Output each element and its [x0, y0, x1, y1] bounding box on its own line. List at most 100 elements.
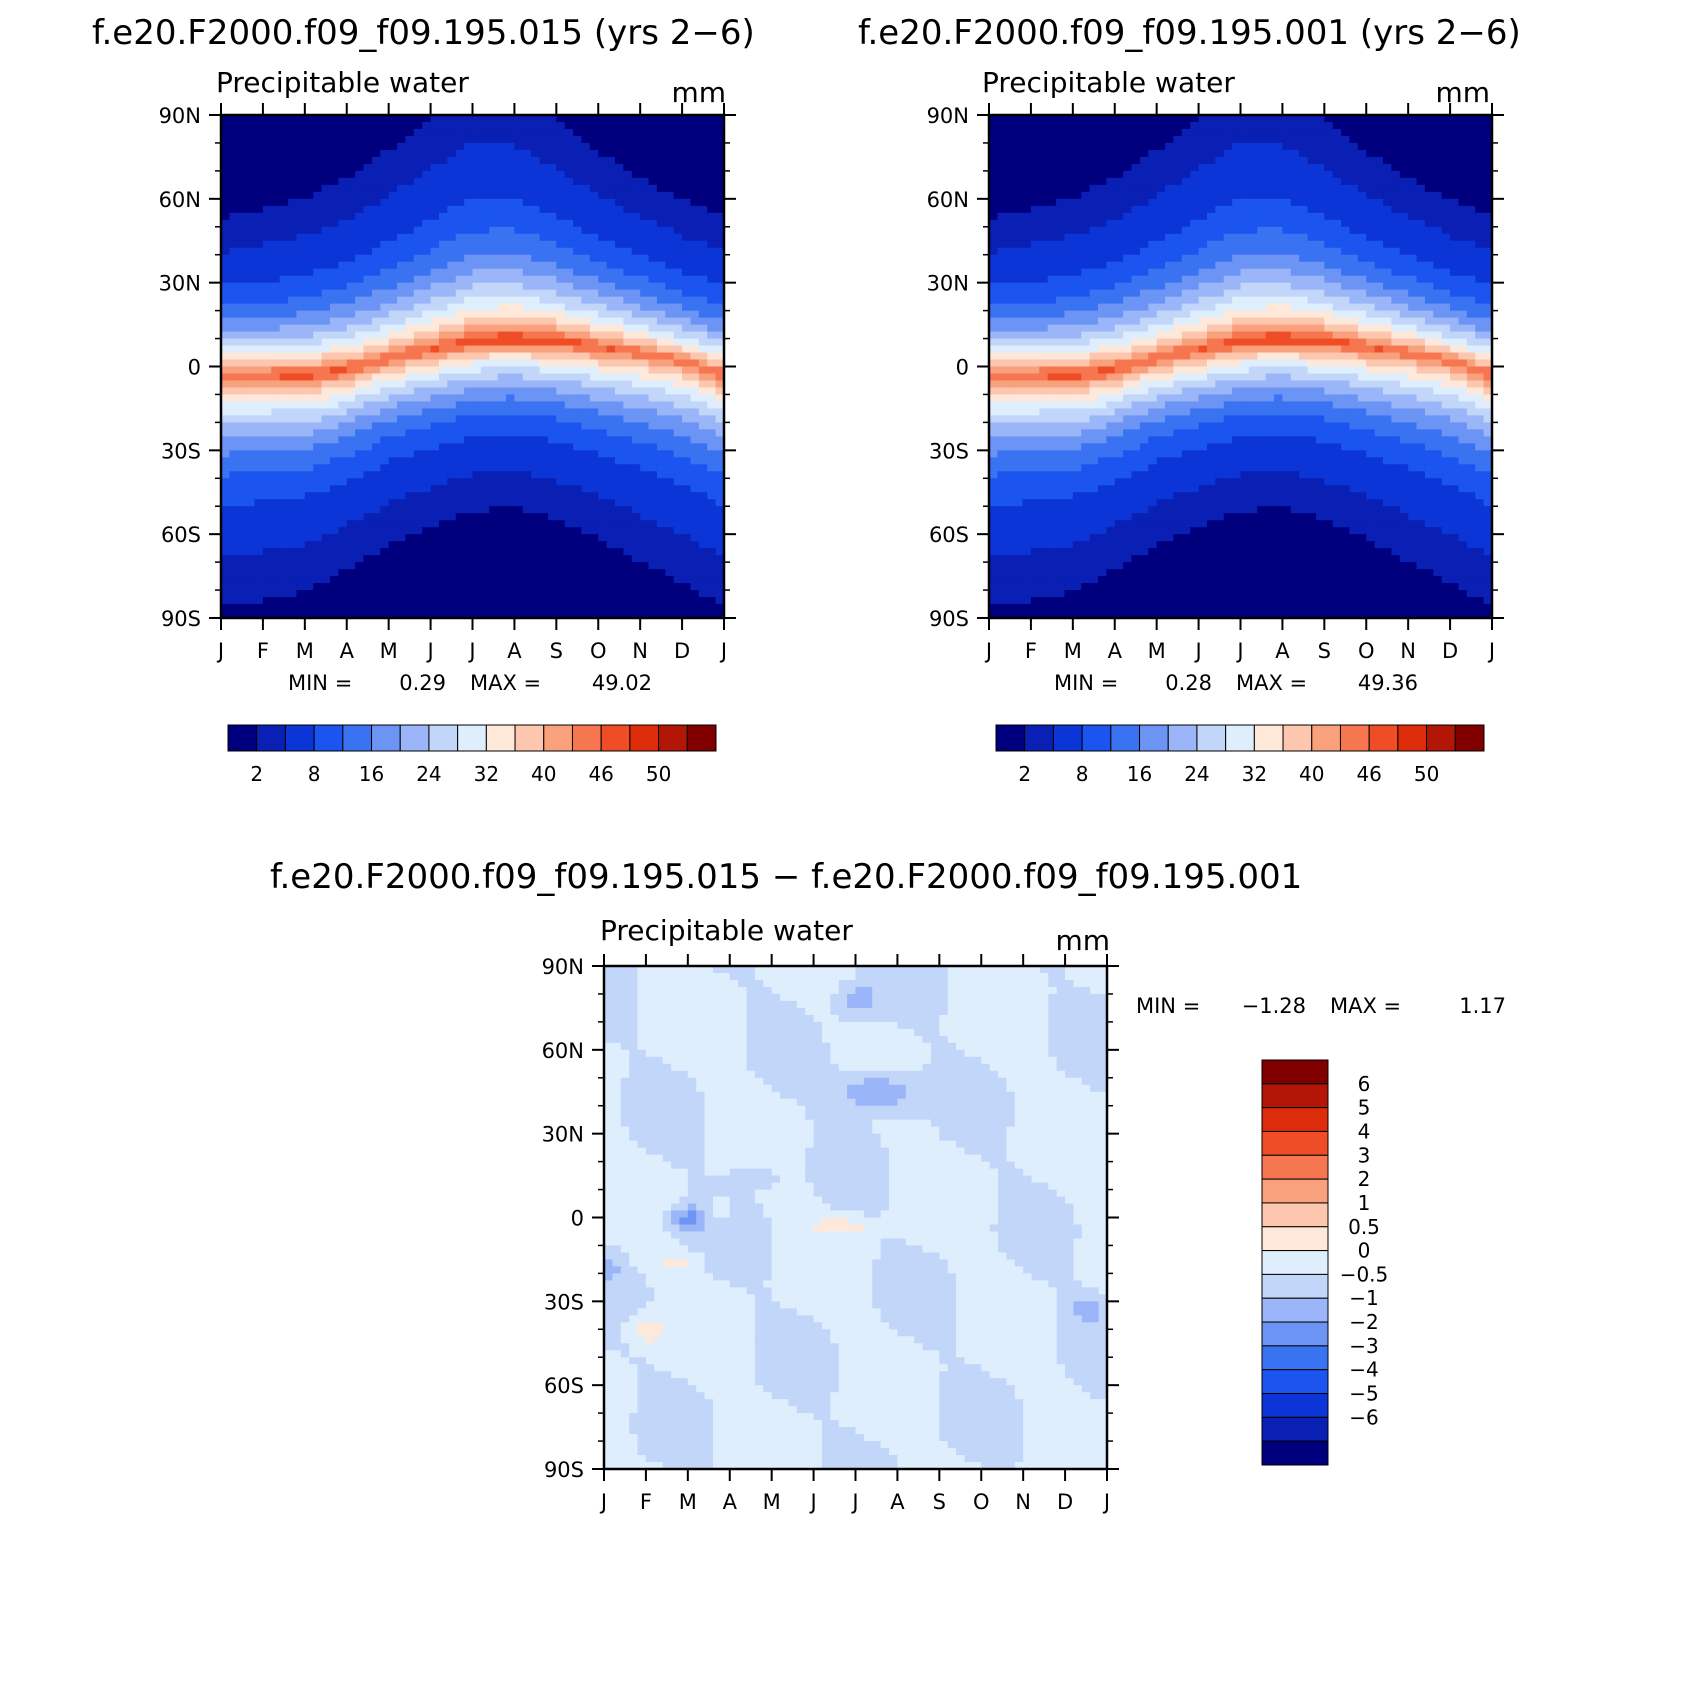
contour-cell [346, 135, 356, 144]
contour-cell [547, 401, 557, 410]
contour-cell [455, 541, 465, 549]
contour-cell [640, 282, 650, 291]
contour-cell [1030, 135, 1040, 144]
contour-cell [254, 394, 264, 403]
contour-cell [321, 569, 331, 577]
contour-cell [346, 282, 356, 291]
contour-cell [221, 401, 230, 410]
contour-cell [1014, 380, 1024, 389]
contour-cell [262, 380, 272, 389]
contour-cell [539, 373, 549, 382]
contour-cell [472, 366, 482, 375]
contour-cell [321, 541, 331, 549]
contour-cell [615, 310, 624, 319]
contour-cell [698, 387, 708, 396]
contour-cell [489, 387, 499, 396]
contour-cell [221, 485, 230, 493]
contour-cell [388, 212, 398, 221]
contour-cell [640, 380, 650, 389]
contour-cell [631, 422, 641, 430]
contour-cell [380, 240, 390, 249]
contour-cell [606, 170, 616, 179]
contour-cell [489, 597, 499, 605]
contour-cell [1005, 429, 1015, 437]
contour-cell [321, 184, 331, 193]
contour-cell [279, 345, 289, 354]
contour-cell [271, 478, 281, 486]
contour-cell [606, 485, 616, 493]
contour-cell [388, 289, 398, 298]
contour-cell [262, 583, 272, 591]
contour-cell [631, 149, 641, 158]
contour-cell [547, 429, 557, 437]
contour-cell [989, 450, 998, 458]
contour-cell [413, 415, 423, 423]
contour-cell [698, 373, 708, 382]
contour-cell [288, 394, 298, 403]
contour-cell [682, 115, 692, 123]
contour-cell [472, 471, 482, 479]
contour-cell [698, 366, 708, 375]
contour-cell [279, 436, 289, 444]
contour-cell [254, 310, 264, 319]
contour-cell [464, 338, 474, 347]
contour-cell [254, 583, 264, 591]
contour-cell [1005, 212, 1015, 221]
contour-cell [573, 156, 583, 165]
contour-cell [338, 394, 348, 403]
contour-cell [438, 492, 448, 500]
contour-cell [556, 478, 566, 486]
contour-cell [514, 429, 524, 437]
contour-cell [522, 212, 532, 221]
contour-cell [698, 604, 708, 612]
contour-cell [288, 226, 298, 235]
contour-cell [237, 520, 247, 528]
contour-cell [430, 254, 440, 263]
contour-cell [1014, 485, 1024, 493]
contour-cell [514, 177, 524, 186]
contour-cell [338, 492, 348, 500]
contour-cell [615, 366, 624, 375]
contour-cell [547, 142, 557, 151]
contour-cell [497, 604, 507, 612]
contour-cell [422, 471, 432, 479]
contour-cell [606, 219, 616, 228]
contour-cell [1039, 177, 1049, 186]
contour-cell [321, 443, 331, 451]
contour-cell [455, 555, 465, 563]
contour-cell [1039, 331, 1049, 340]
contour-cell [1030, 408, 1040, 417]
contour-cell [430, 457, 440, 465]
contour-cell [321, 331, 331, 340]
contour-cell [581, 345, 591, 354]
contour-cell [698, 492, 708, 500]
contour-cell [640, 415, 650, 423]
contour-cell [648, 429, 658, 437]
contour-cell [506, 254, 516, 263]
contour-cell [547, 520, 557, 528]
contour-cell [673, 115, 683, 123]
contour-cell [707, 415, 717, 423]
contour-cell [522, 282, 532, 291]
contour-cell [715, 352, 725, 361]
contour-cell [464, 317, 474, 326]
contour-cell [296, 443, 306, 451]
contour-cell [397, 590, 407, 598]
contour-cell [246, 527, 256, 535]
contour-cell [573, 212, 583, 221]
contour-cell [355, 191, 365, 200]
contour-cell [455, 212, 465, 221]
contour-cell [438, 408, 448, 417]
contour-cell [371, 590, 381, 598]
contour-cell [254, 569, 264, 577]
contour-cell [997, 205, 1007, 214]
contour-cell [1030, 492, 1040, 500]
contour-cell [665, 401, 675, 410]
contour-cell [405, 611, 415, 619]
colorbar-label: 2 [250, 762, 263, 786]
contour-cell [606, 156, 616, 165]
contour-cell [606, 583, 616, 591]
contour-cell [338, 289, 348, 298]
contour-cell [304, 513, 314, 521]
contour-cell [682, 548, 692, 556]
